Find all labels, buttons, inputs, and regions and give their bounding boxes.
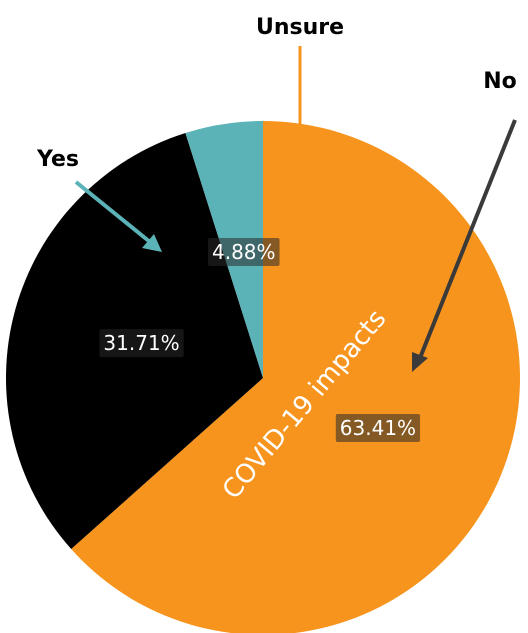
value-label: 31.71% xyxy=(103,331,179,355)
value-label: 4.88% xyxy=(212,240,276,264)
pie xyxy=(5,121,520,633)
arrow-head xyxy=(412,352,428,372)
category-label: Yes xyxy=(36,147,79,172)
value-label-box xyxy=(207,238,280,267)
callout-arrow xyxy=(74,180,152,244)
category-label: Unsure xyxy=(256,15,344,40)
value-label-box xyxy=(99,329,184,358)
value-label-box xyxy=(335,413,421,442)
category-label: No xyxy=(483,69,517,94)
callout-arrow xyxy=(418,119,517,359)
arrow-head xyxy=(142,234,162,252)
value-label: 63.41% xyxy=(340,416,416,440)
pie-slice xyxy=(71,121,520,633)
